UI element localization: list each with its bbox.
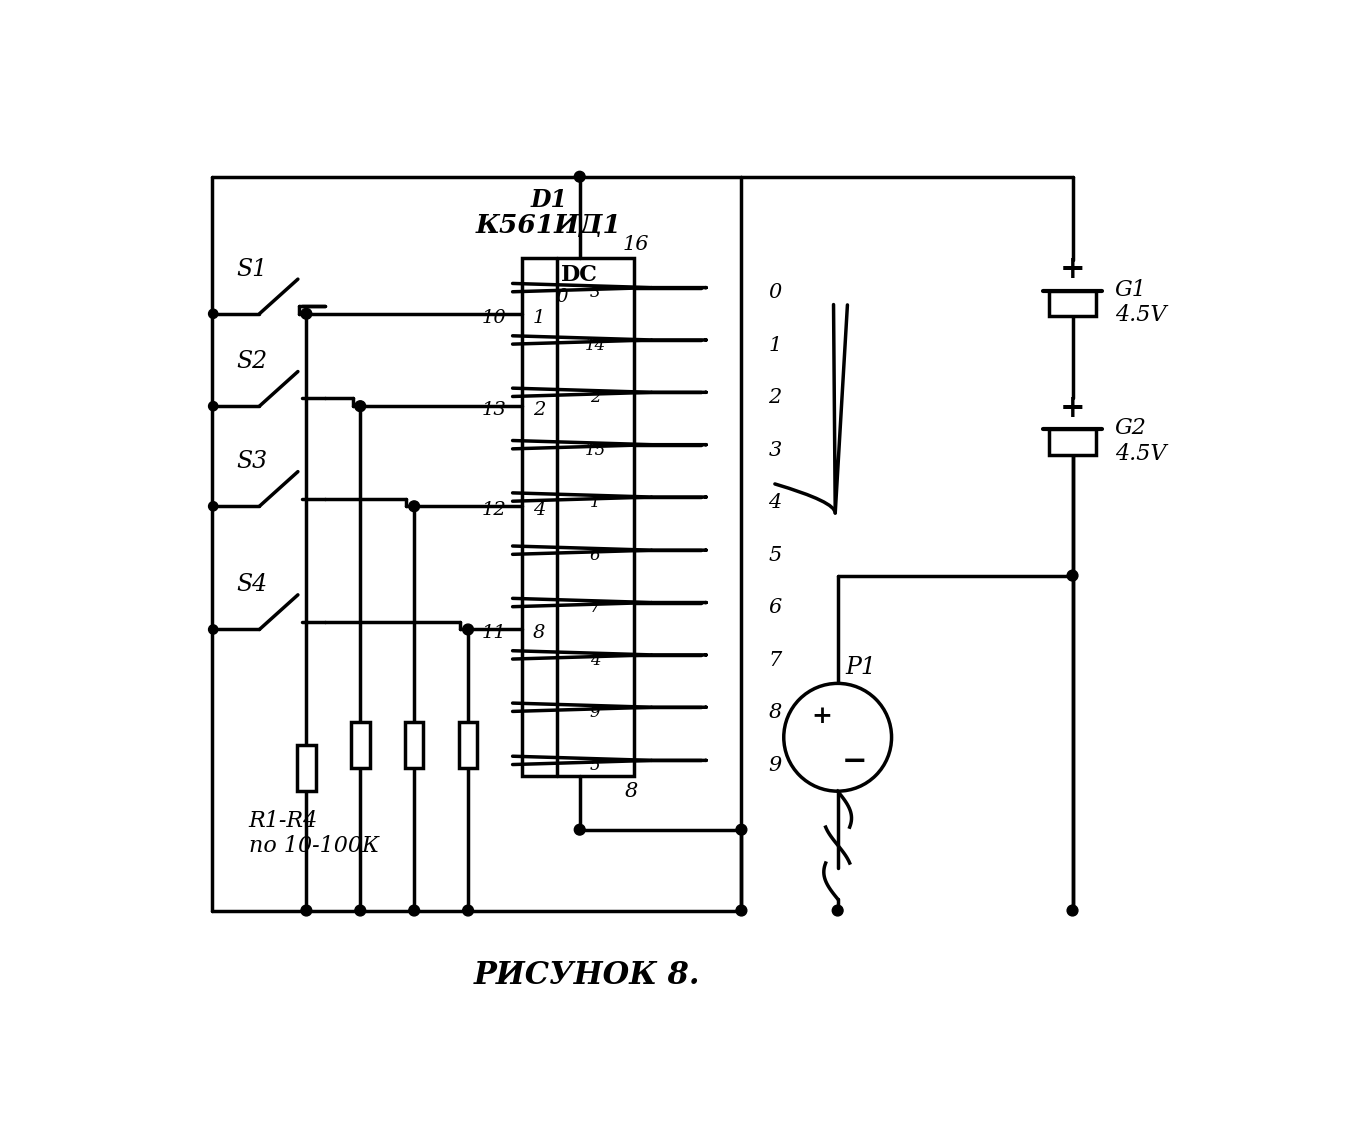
- Text: 14: 14: [584, 337, 606, 354]
- Circle shape: [209, 501, 218, 511]
- Text: 5: 5: [769, 546, 782, 565]
- Text: S3: S3: [237, 450, 268, 473]
- Text: 3: 3: [769, 441, 782, 459]
- Text: 3: 3: [590, 285, 600, 302]
- Text: S4: S4: [237, 573, 268, 597]
- Circle shape: [1067, 906, 1078, 916]
- Text: 5: 5: [590, 757, 600, 775]
- Text: P1: P1: [845, 656, 876, 680]
- Circle shape: [209, 625, 218, 634]
- Circle shape: [209, 309, 218, 319]
- Text: 10: 10: [482, 309, 506, 327]
- Circle shape: [463, 906, 474, 916]
- Text: G1
4.5V: G1 4.5V: [1114, 279, 1167, 326]
- Text: 1: 1: [769, 336, 782, 355]
- Circle shape: [575, 171, 586, 182]
- Bar: [1050, 290, 1096, 317]
- Circle shape: [736, 825, 747, 835]
- Text: 13: 13: [482, 401, 506, 419]
- Bar: [351, 722, 370, 768]
- Text: +: +: [812, 704, 833, 728]
- Bar: [459, 722, 478, 768]
- Text: 6: 6: [769, 598, 782, 617]
- Circle shape: [463, 624, 474, 634]
- Circle shape: [783, 683, 891, 792]
- Text: S2: S2: [237, 350, 268, 372]
- Bar: [1050, 429, 1096, 454]
- Bar: [522, 259, 634, 776]
- Circle shape: [832, 906, 843, 916]
- Text: 4: 4: [590, 652, 600, 669]
- Bar: [405, 722, 424, 768]
- Text: 12: 12: [482, 501, 506, 519]
- Circle shape: [575, 825, 586, 835]
- Text: 1: 1: [533, 309, 545, 327]
- Circle shape: [302, 309, 312, 319]
- Circle shape: [409, 501, 420, 511]
- Text: 11: 11: [482, 624, 506, 642]
- Text: G2
4.5V: G2 4.5V: [1114, 417, 1167, 465]
- Circle shape: [736, 906, 747, 916]
- Circle shape: [1067, 571, 1078, 581]
- Text: 2: 2: [590, 390, 600, 407]
- Text: +: +: [1059, 254, 1085, 286]
- Text: 0: 0: [769, 284, 782, 303]
- Text: 7: 7: [590, 599, 600, 616]
- Text: 7: 7: [769, 650, 782, 670]
- Text: 9: 9: [769, 756, 782, 776]
- Text: 2: 2: [769, 388, 782, 408]
- Circle shape: [302, 906, 312, 916]
- Text: 9: 9: [590, 704, 600, 721]
- Text: DC: DC: [561, 264, 598, 286]
- Text: +: +: [1059, 393, 1085, 424]
- Text: 16: 16: [622, 235, 649, 254]
- Circle shape: [209, 402, 218, 411]
- Text: −: −: [841, 746, 867, 778]
- Text: 6: 6: [590, 547, 600, 564]
- Text: D1: D1: [530, 188, 568, 212]
- Text: 1: 1: [590, 494, 600, 511]
- Circle shape: [355, 906, 366, 916]
- Circle shape: [409, 906, 420, 916]
- Text: 4: 4: [769, 493, 782, 511]
- Circle shape: [355, 401, 366, 411]
- Text: 4: 4: [533, 501, 545, 519]
- Text: S1: S1: [237, 257, 268, 280]
- Text: 8: 8: [625, 781, 638, 801]
- Text: 2: 2: [533, 401, 545, 419]
- Text: РИСУНОК 8.: РИСУНОК 8.: [474, 960, 701, 991]
- Text: R1-R4
по 10-100К: R1-R4 по 10-100К: [249, 810, 378, 858]
- Text: 15: 15: [584, 442, 606, 459]
- Text: 8: 8: [769, 703, 782, 722]
- Text: 8: 8: [533, 624, 545, 642]
- Text: 0: 0: [556, 288, 568, 306]
- Bar: [297, 745, 315, 792]
- Text: К561ИД1: К561ИД1: [476, 213, 622, 238]
